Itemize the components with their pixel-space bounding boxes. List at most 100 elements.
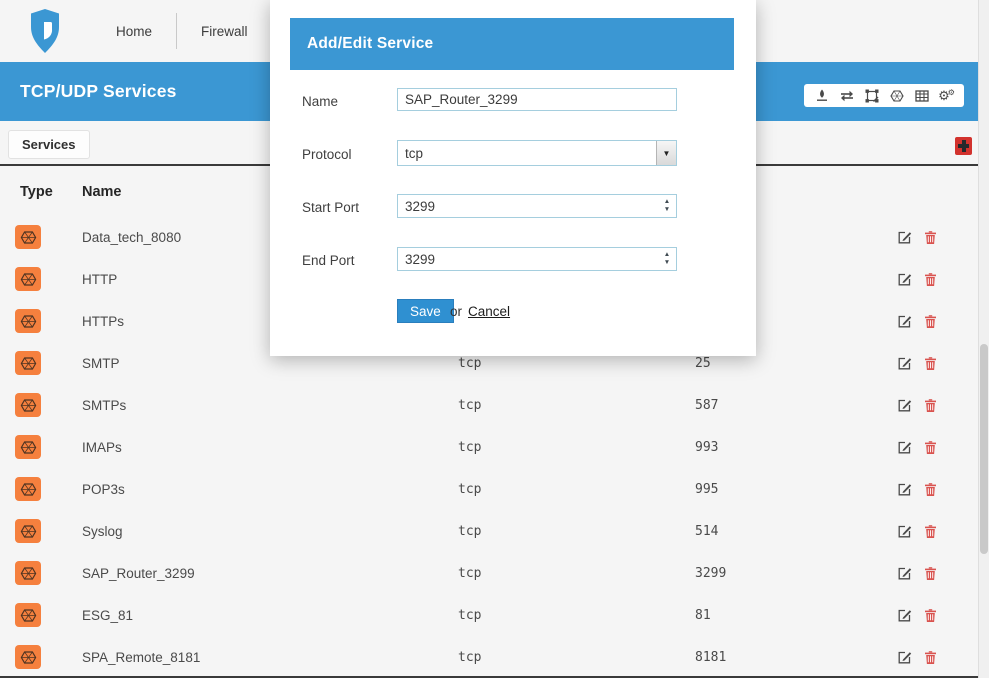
edit-icon[interactable] xyxy=(896,397,912,413)
service-protocol: tcp xyxy=(458,607,482,623)
service-name: SMTPs xyxy=(82,397,127,413)
vertical-scrollbar[interactable] xyxy=(978,0,989,678)
delete-icon[interactable] xyxy=(922,355,938,371)
service-protocol: tcp xyxy=(458,439,482,455)
hexagon-icon[interactable] xyxy=(889,88,904,103)
service-hexagon-icon xyxy=(15,477,41,501)
delete-icon[interactable] xyxy=(922,229,938,245)
table-icon[interactable] xyxy=(914,88,929,103)
select-dropdown-arrow-icon[interactable]: ▼ xyxy=(656,141,676,165)
row-actions xyxy=(896,636,938,678)
row-actions xyxy=(896,552,938,594)
edit-icon[interactable] xyxy=(896,607,912,623)
protocol-selected-value: tcp xyxy=(405,145,424,161)
service-protocol: tcp xyxy=(458,355,482,371)
service-type-cell xyxy=(15,468,41,510)
row-actions xyxy=(896,342,938,384)
table-row: SMTP tcp 25 xyxy=(0,342,978,384)
edit-icon[interactable] xyxy=(896,481,912,497)
service-name: HTTP xyxy=(82,271,118,287)
table-row: HTTPs xyxy=(0,300,978,342)
service-protocol: tcp xyxy=(458,649,482,665)
service-port: 995 xyxy=(695,481,719,497)
row-actions xyxy=(896,468,938,510)
pen-icon[interactable] xyxy=(814,88,829,103)
vector-square-icon[interactable] xyxy=(864,88,879,103)
row-actions xyxy=(896,300,938,342)
services-table: Type Name Data_tech_8080 xyxy=(0,167,978,678)
delete-icon[interactable] xyxy=(922,607,938,623)
name-input[interactable] xyxy=(397,88,677,111)
edit-icon[interactable] xyxy=(896,271,912,287)
row-actions xyxy=(896,258,938,300)
row-actions xyxy=(896,216,938,258)
start-port-input[interactable] xyxy=(397,194,677,218)
protocol-select[interactable]: tcp ▼ xyxy=(397,140,677,166)
service-port: 3299 xyxy=(695,565,727,581)
page-title: TCP/UDP Services xyxy=(20,81,177,101)
row-actions xyxy=(896,510,938,552)
edit-icon[interactable] xyxy=(896,649,912,665)
scrollbar-thumb[interactable] xyxy=(980,344,988,554)
table-body: Data_tech_8080 HTTP xyxy=(0,216,978,678)
service-type-cell xyxy=(15,216,41,258)
table-header: Type Name xyxy=(0,167,978,216)
delete-icon[interactable] xyxy=(922,313,938,329)
column-header-name: Name xyxy=(82,183,122,200)
service-type-cell xyxy=(15,258,41,300)
service-name: ESG_81 xyxy=(82,607,134,623)
add-service-button[interactable] xyxy=(955,137,972,155)
table-row: HTTP xyxy=(0,258,978,300)
service-protocol: tcp xyxy=(458,481,482,497)
nav-item-home[interactable]: Home xyxy=(116,23,153,39)
table-row: SMTPs tcp 587 xyxy=(0,384,978,426)
service-type-cell xyxy=(15,636,41,678)
cancel-link[interactable]: Cancel xyxy=(468,304,511,319)
service-name: SPA_Remote_8181 xyxy=(82,649,201,665)
service-hexagon-icon xyxy=(15,519,41,543)
delete-icon[interactable] xyxy=(922,565,938,581)
service-name: POP3s xyxy=(82,481,125,497)
table-row: SAP_Router_3299 tcp 3299 xyxy=(0,552,978,594)
swap-arrows-icon[interactable] xyxy=(839,88,854,103)
service-name: SMTP xyxy=(82,355,120,371)
edit-icon[interactable] xyxy=(896,565,912,581)
delete-icon[interactable] xyxy=(922,523,938,539)
service-port: 81 xyxy=(695,607,711,623)
service-hexagon-icon xyxy=(15,561,41,585)
nav-item-firewall[interactable]: Firewall xyxy=(201,23,248,39)
edit-icon[interactable] xyxy=(896,523,912,539)
number-spinner-icon[interactable]: ▲ ▼ xyxy=(663,250,671,266)
edit-icon[interactable] xyxy=(896,313,912,329)
delete-icon[interactable] xyxy=(922,649,938,665)
gears-icon[interactable]: ⚙ ⚙ xyxy=(938,87,955,103)
service-name: SAP_Router_3299 xyxy=(82,565,195,581)
save-button[interactable]: Save xyxy=(397,299,454,323)
service-type-cell xyxy=(15,510,41,552)
delete-icon[interactable] xyxy=(922,481,938,497)
table-row: IMAPs tcp 993 xyxy=(0,426,978,468)
table-row: Syslog tcp 514 xyxy=(0,510,978,552)
service-port: 25 xyxy=(695,355,711,371)
end-port-input[interactable] xyxy=(397,247,677,271)
number-spinner-icon[interactable]: ▲ ▼ xyxy=(663,197,671,213)
delete-icon[interactable] xyxy=(922,397,938,413)
edit-icon[interactable] xyxy=(896,229,912,245)
modal-header: Add/Edit Service xyxy=(290,18,734,70)
service-hexagon-icon xyxy=(15,267,41,291)
edit-icon[interactable] xyxy=(896,355,912,371)
delete-icon[interactable] xyxy=(922,271,938,287)
nav-separator xyxy=(176,13,178,49)
edit-icon[interactable] xyxy=(896,439,912,455)
delete-icon[interactable] xyxy=(922,439,938,455)
tab-services[interactable]: Services xyxy=(8,130,90,159)
service-protocol: tcp xyxy=(458,565,482,581)
start-port-label: Start Port xyxy=(302,200,360,215)
service-protocol: tcp xyxy=(458,523,482,539)
service-hexagon-icon xyxy=(15,603,41,627)
service-type-cell xyxy=(15,342,41,384)
service-port: 8181 xyxy=(695,649,727,665)
row-actions xyxy=(896,384,938,426)
service-name: HTTPs xyxy=(82,313,124,329)
